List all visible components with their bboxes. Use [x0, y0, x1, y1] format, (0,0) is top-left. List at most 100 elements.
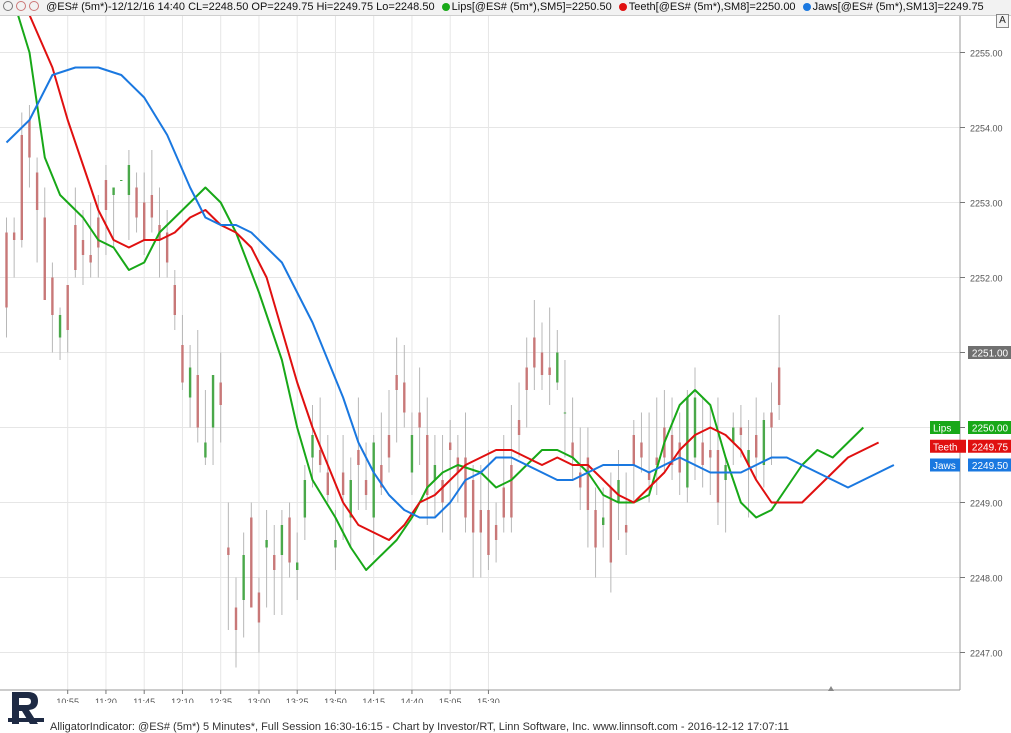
footer-caption: AlligatorIndicator: @ES# (5m*) 5 Minutes…	[50, 721, 789, 733]
price-bar-body	[104, 180, 108, 210]
price-bar-body	[326, 472, 329, 495]
lips-info: Lips[@ES# (5m*),SM5]=2250.50	[451, 1, 612, 13]
series-name-label: Lips	[933, 424, 951, 435]
x-tick-label: 12:10	[171, 697, 194, 707]
price-bar-body	[234, 607, 238, 630]
x-tick-label: 13:50	[324, 697, 347, 707]
price-bar-body	[188, 367, 192, 398]
lips-dot-icon	[441, 3, 450, 11]
symbol-info: @ES# (5m*)-12/12/16 14:40 CL=2248.50 OP=…	[46, 1, 435, 13]
price-bar-body	[341, 472, 345, 495]
price-bar-body	[449, 442, 452, 450]
price-bar-body	[51, 277, 54, 315]
price-bar-body	[219, 382, 222, 405]
price-tag-value: 2249.50	[972, 461, 1009, 472]
price-bar-body	[579, 472, 582, 488]
price-bar-body	[135, 187, 138, 218]
price-bar-body	[410, 435, 414, 473]
price-bar-body	[533, 337, 536, 368]
x-tick-label: 14:15	[362, 697, 385, 707]
price-bar-body	[273, 555, 276, 570]
price-bar-body	[150, 195, 154, 218]
price-bar-body	[732, 427, 735, 443]
teeth-dot-icon	[618, 3, 627, 11]
price-bar-body	[43, 217, 46, 300]
indicator-lines	[5, 0, 895, 571]
price-tag-box	[968, 458, 1011, 472]
price-bar-body	[716, 450, 720, 503]
price-bar-body	[74, 225, 77, 270]
linnsoft-logo-icon	[8, 692, 44, 724]
series-name-box	[930, 458, 960, 472]
price-tag-box	[968, 421, 1011, 434]
price-tag-value: 2250.00	[972, 424, 1009, 435]
price-bar-body	[173, 285, 176, 315]
price-bar-body	[66, 285, 69, 330]
price-bar-body	[594, 510, 597, 548]
price-bar-body	[502, 487, 505, 518]
price-bar-body	[35, 172, 39, 210]
jaws-dot-icon	[802, 3, 811, 11]
y-tick-label: 2255.00	[970, 49, 1003, 59]
y-tick-label: 2253.00	[970, 199, 1003, 209]
price-tags: 2250.00 Lips 2249.75 Teeth 2249.50 Jaws 2251.0…	[930, 346, 1011, 472]
price-bar-body	[487, 510, 490, 555]
price-bar-body	[586, 457, 590, 510]
series-name-label: Teeth	[933, 442, 957, 453]
price-bar-body	[556, 352, 559, 383]
x-tick-label: 14:40	[401, 697, 424, 707]
price-bar-body	[647, 472, 651, 480]
price-bar-body	[211, 375, 215, 428]
price-bar-body	[617, 480, 620, 503]
price-bar-body	[525, 367, 528, 390]
price-bar-body	[12, 232, 16, 240]
price-bar-body	[395, 375, 398, 390]
x-tick-label: 12:35	[209, 697, 232, 707]
price-bar-body	[709, 450, 712, 458]
window-control-1-icon[interactable]	[3, 1, 13, 11]
price-bar-body	[97, 217, 100, 248]
scroll-marker-icon[interactable]	[828, 686, 834, 691]
price-bar-body	[334, 540, 337, 548]
y-tick-label: 2249.00	[970, 499, 1003, 509]
price-bar-body	[403, 382, 406, 413]
price-bar-body	[112, 187, 115, 195]
price-bar-body	[20, 135, 23, 240]
x-tick-label: 13:00	[248, 697, 271, 707]
price-bar-body	[372, 442, 375, 518]
price-bar-body	[602, 517, 605, 525]
price-tag-box	[968, 439, 1011, 453]
price-bar-body	[357, 450, 360, 465]
price-bar-body	[762, 420, 766, 465]
price-bar-body	[755, 435, 758, 458]
series-name-label: Jaws	[933, 461, 956, 472]
x-tick-label: 11:45	[133, 697, 155, 707]
y-tick-label: 2248.00	[970, 574, 1003, 584]
window-control-3-icon[interactable]	[29, 1, 39, 11]
price-bar-body	[28, 120, 31, 158]
x-axis: 10:55 11:20 11:45 12:10 12:35 13:00 13:25 13:50…	[56, 690, 500, 707]
price-bar-body	[464, 457, 467, 518]
price-bar-body	[441, 480, 444, 503]
y-tick-label: 2254.00	[970, 124, 1003, 134]
price-bar-body	[540, 352, 544, 375]
footer-bar	[0, 703, 1011, 733]
price-bar-body	[632, 435, 635, 465]
price-bar-body	[296, 562, 299, 570]
price-bar-body	[5, 232, 8, 308]
price-bar-body	[479, 510, 482, 533]
price-bar-body	[517, 420, 521, 435]
auto-scale-button[interactable]: A	[996, 14, 1009, 28]
x-tick-label: 15:05	[439, 697, 462, 707]
indicator-header: @ES# (5m*)-12/12/16 14:40 CL=2248.50 OP=…	[0, 0, 1011, 16]
price-bar-body	[418, 412, 421, 428]
window-control-2-icon[interactable]	[16, 1, 26, 11]
price-bar-body	[204, 442, 207, 458]
teeth-info: Teeth[@ES# (5m*),SM8]=2250.00	[628, 1, 796, 13]
price-bar-body	[303, 480, 307, 518]
price-bar-body	[471, 480, 475, 533]
price-bar-body	[510, 465, 513, 518]
price-bar-body	[227, 547, 230, 555]
price-bar-body	[693, 397, 697, 458]
